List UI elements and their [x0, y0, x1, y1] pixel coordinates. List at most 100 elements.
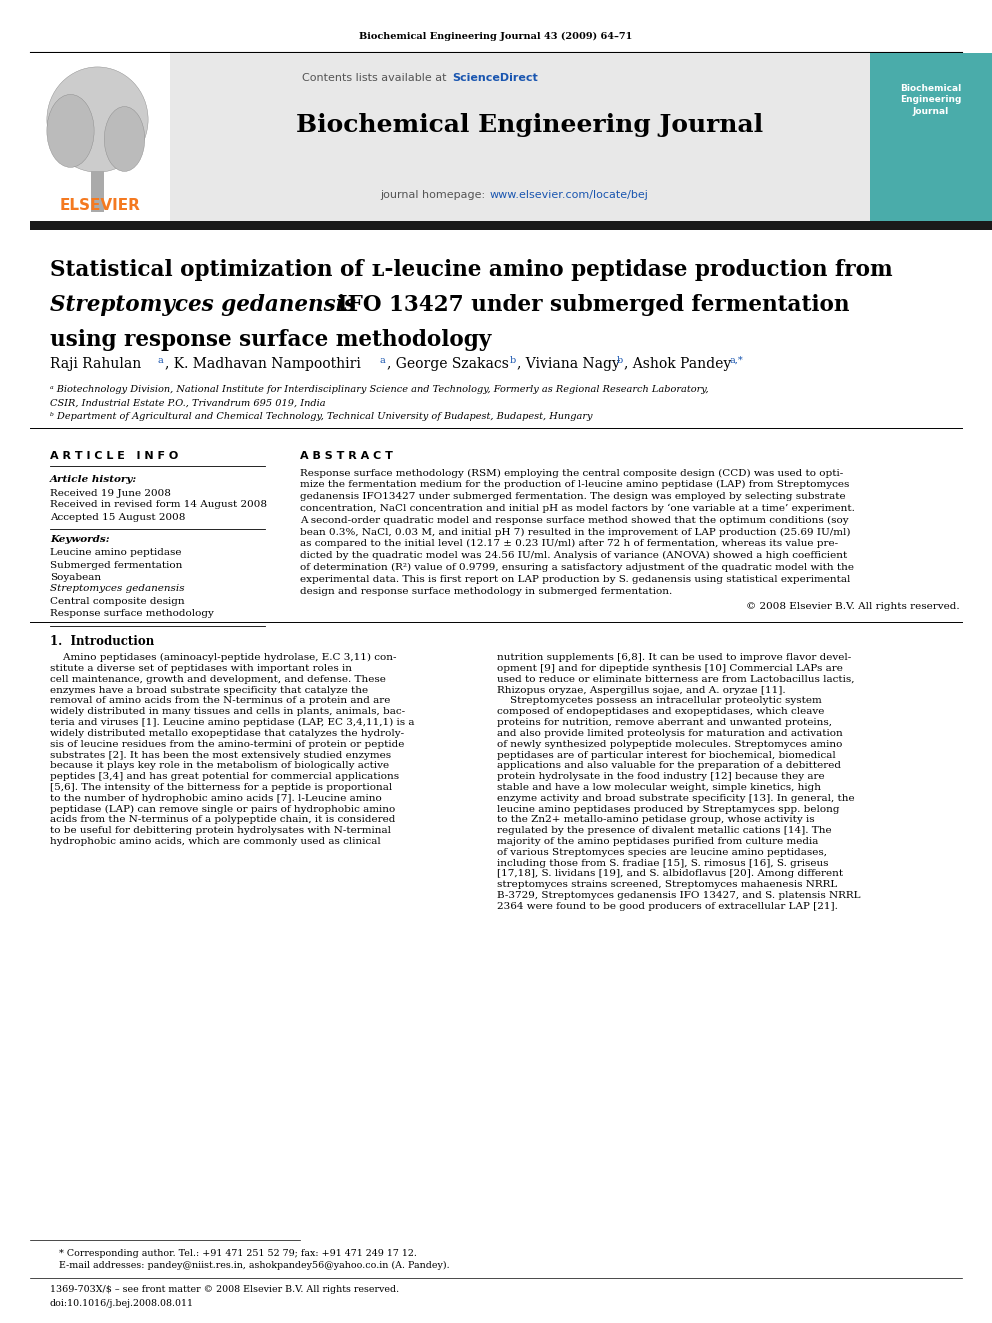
Text: Received in revised form 14 August 2008: Received in revised form 14 August 2008 — [50, 500, 267, 509]
Text: as compared to the initial level (12.17 ± 0.23 IU/ml) after 72 h of fermentation: as compared to the initial level (12.17 … — [300, 540, 838, 548]
Text: of determination (R²) value of 0.9799, ensuring a satisfactory adjustment of the: of determination (R²) value of 0.9799, e… — [300, 562, 854, 572]
Text: ELSEVIER: ELSEVIER — [60, 197, 141, 213]
Text: regulated by the presence of divalent metallic cations [14]. The: regulated by the presence of divalent me… — [497, 826, 831, 835]
Text: used to reduce or eliminate bitterness are from Lactobacillus lactis,: used to reduce or eliminate bitterness a… — [497, 675, 854, 684]
Text: Article history:: Article history: — [50, 475, 137, 484]
Text: enzyme activity and broad substrate specificity [13]. In general, the: enzyme activity and broad substrate spec… — [497, 794, 855, 803]
Text: substrates [2]. It has been the most extensively studied enzymes: substrates [2]. It has been the most ext… — [50, 750, 391, 759]
Text: B-3729, Streptomyces gedanensis IFO 13427, and S. platensis NRRL: B-3729, Streptomyces gedanensis IFO 1342… — [497, 890, 860, 900]
Text: because it plays key role in the metabolism of biologically active: because it plays key role in the metabol… — [50, 761, 389, 770]
Text: 1369-703X/$ – see front matter © 2008 Elsevier B.V. All rights reserved.: 1369-703X/$ – see front matter © 2008 El… — [50, 1286, 399, 1294]
Text: mize the fermentation medium for the production of l-leucine amino peptidase (LA: mize the fermentation medium for the pro… — [300, 480, 849, 490]
Text: nutrition supplements [6,8]. It can be used to improve flavor devel-: nutrition supplements [6,8]. It can be u… — [497, 654, 851, 663]
Text: 2364 were found to be good producers of extracellular LAP [21].: 2364 were found to be good producers of … — [497, 902, 838, 910]
Text: , Viviana Nagy: , Viviana Nagy — [517, 357, 620, 370]
Text: design and response surface methodology in submerged fermentation.: design and response surface methodology … — [300, 586, 673, 595]
Text: * Corresponding author. Tel.: +91 471 251 52 79; fax: +91 471 249 17 12.: * Corresponding author. Tel.: +91 471 25… — [50, 1249, 417, 1257]
Text: stable and have a low molecular weight, simple kinetics, high: stable and have a low molecular weight, … — [497, 783, 821, 792]
Text: peptides [3,4] and has great potential for commercial applications: peptides [3,4] and has great potential f… — [50, 773, 399, 781]
Text: gedanensis IFO13427 under submerged fermentation. The design was employed by sel: gedanensis IFO13427 under submerged ferm… — [300, 492, 845, 501]
Text: b: b — [617, 356, 623, 365]
Text: Leucine amino peptidase: Leucine amino peptidase — [50, 549, 182, 557]
Text: , George Szakacs: , George Szakacs — [387, 357, 509, 370]
Text: to be useful for debittering protein hydrolysates with N-terminal: to be useful for debittering protein hyd… — [50, 826, 391, 835]
Text: ᵃ Biotechnology Division, National Institute for Interdisciplinary Science and T: ᵃ Biotechnology Division, National Insti… — [50, 385, 708, 394]
Text: Streptomycetes possess an intracellular proteolytic system: Streptomycetes possess an intracellular … — [497, 696, 821, 705]
Text: Keywords:: Keywords: — [50, 536, 110, 545]
Text: 1.  Introduction: 1. Introduction — [50, 635, 154, 648]
Text: proteins for nutrition, remove aberrant and unwanted proteins,: proteins for nutrition, remove aberrant … — [497, 718, 832, 728]
Text: including those from S. fradiae [15], S. rimosus [16], S. griseus: including those from S. fradiae [15], S.… — [497, 859, 828, 868]
Text: cell maintenance, growth and development, and defense. These: cell maintenance, growth and development… — [50, 675, 386, 684]
Text: , K. Madhavan Nampoothiri: , K. Madhavan Nampoothiri — [165, 357, 361, 370]
Text: b: b — [510, 356, 516, 365]
Text: Soyabean: Soyabean — [50, 573, 101, 582]
Text: hydrophobic amino acids, which are commonly used as clinical: hydrophobic amino acids, which are commo… — [50, 837, 381, 845]
Text: applications and also valuable for the preparation of a debittered: applications and also valuable for the p… — [497, 761, 841, 770]
Text: of various Streptomyces species are leucine amino peptidases,: of various Streptomyces species are leuc… — [497, 848, 827, 857]
Text: acids from the N-terminus of a polypeptide chain, it is considered: acids from the N-terminus of a polypepti… — [50, 815, 396, 824]
Text: opment [9] and for dipeptide synthesis [10] Commercial LAPs are: opment [9] and for dipeptide synthesis [… — [497, 664, 843, 673]
Text: A R T I C L E   I N F O: A R T I C L E I N F O — [50, 451, 179, 460]
Text: streptomyces strains screened, Streptomyces mahaenesis NRRL: streptomyces strains screened, Streptomy… — [497, 880, 837, 889]
Text: Biochemical
Engineering
Journal: Biochemical Engineering Journal — [901, 83, 961, 116]
Text: Accepted 15 August 2008: Accepted 15 August 2008 — [50, 512, 186, 521]
Text: teria and viruses [1]. Leucine amino peptidase (LAP, EC 3,4,11,1) is a: teria and viruses [1]. Leucine amino pep… — [50, 718, 415, 728]
Text: removal of amino acids from the N-terminus of a protein and are: removal of amino acids from the N-termin… — [50, 696, 391, 705]
Text: enzymes have a broad substrate specificity that catalyze the: enzymes have a broad substrate specifici… — [50, 685, 368, 695]
Text: a,*: a,* — [730, 356, 744, 365]
Text: concentration, NaCl concentration and initial pH as model factors by ‘one variab: concentration, NaCl concentration and in… — [300, 504, 855, 513]
Text: sis of leucine residues from the amino-termini of protein or peptide: sis of leucine residues from the amino-t… — [50, 740, 405, 749]
Text: www.elsevier.com/locate/bej: www.elsevier.com/locate/bej — [490, 191, 649, 200]
Text: Response surface methodology (RSM) employing the central composite design (CCD) : Response surface methodology (RSM) emplo… — [300, 468, 843, 478]
Text: E-mail addresses: pandey@niist.res.in, ashokpandey56@yahoo.co.in (A. Pandey).: E-mail addresses: pandey@niist.res.in, a… — [50, 1261, 449, 1270]
Text: IFO 13427 under submerged fermentation: IFO 13427 under submerged fermentation — [330, 294, 849, 316]
Text: Biochemical Engineering Journal: Biochemical Engineering Journal — [297, 112, 764, 138]
Text: A B S T R A C T: A B S T R A C T — [300, 451, 393, 460]
Ellipse shape — [104, 107, 145, 172]
Text: Contents lists available at: Contents lists available at — [302, 73, 450, 83]
Text: Amino peptidases (aminoacyl-peptide hydrolase, E.C 3,11) con-: Amino peptidases (aminoacyl-peptide hydr… — [50, 654, 397, 663]
Text: Streptomyces gedanensis: Streptomyces gedanensis — [50, 585, 185, 594]
Text: protein hydrolysate in the food industry [12] because they are: protein hydrolysate in the food industry… — [497, 773, 824, 781]
Text: Raji Rahulan: Raji Rahulan — [50, 357, 141, 370]
Text: [17,18], S. lividans [19], and S. albidoflavus [20]. Among different: [17,18], S. lividans [19], and S. albido… — [497, 869, 843, 878]
Text: using response surface methodology: using response surface methodology — [50, 329, 491, 351]
Text: to the number of hydrophobic amino acids [7]. l-Leucine amino: to the number of hydrophobic amino acids… — [50, 794, 382, 803]
Text: [5,6]. The intensity of the bitterness for a peptide is proportional: [5,6]. The intensity of the bitterness f… — [50, 783, 392, 792]
Text: peptidases are of particular interest for biochemical, biomedical: peptidases are of particular interest fo… — [497, 750, 835, 759]
Text: ᵇ Department of Agricultural and Chemical Technology, Technical University of Bu: ᵇ Department of Agricultural and Chemica… — [50, 411, 592, 421]
Text: Central composite design: Central composite design — [50, 597, 185, 606]
Text: widely distributed in many tissues and cells in plants, animals, bac-: widely distributed in many tissues and c… — [50, 708, 405, 716]
Text: bean 0.3%, NaCl, 0.03 M, and initial pH 7) resulted in the improvement of LAP pr: bean 0.3%, NaCl, 0.03 M, and initial pH … — [300, 528, 850, 537]
Text: Response surface methodology: Response surface methodology — [50, 609, 214, 618]
Text: Streptomyces gedanensis: Streptomyces gedanensis — [50, 294, 356, 316]
Text: Biochemical Engineering Journal 43 (2009) 64–71: Biochemical Engineering Journal 43 (2009… — [359, 32, 633, 41]
Text: of newly synthesized polypeptide molecules. Streptomyces amino: of newly synthesized polypeptide molecul… — [497, 740, 842, 749]
Text: widely distributed metallo exopeptidase that catalyzes the hydroly-: widely distributed metallo exopeptidase … — [50, 729, 404, 738]
Text: a: a — [380, 356, 386, 365]
Ellipse shape — [47, 67, 148, 172]
Text: Submerged fermentation: Submerged fermentation — [50, 561, 183, 569]
Text: and also provide limited proteolysis for maturation and activation: and also provide limited proteolysis for… — [497, 729, 843, 738]
Text: A second-order quadratic model and response surface method showed that the optim: A second-order quadratic model and respo… — [300, 516, 848, 525]
Text: a: a — [158, 356, 164, 365]
Text: Statistical optimization of ʟ-leucine amino peptidase production from: Statistical optimization of ʟ-leucine am… — [50, 259, 893, 280]
Text: Rhizopus oryzae, Aspergillus sojae, and A. oryzae [11].: Rhizopus oryzae, Aspergillus sojae, and … — [497, 685, 786, 695]
Text: peptidase (LAP) can remove single or pairs of hydrophobic amino: peptidase (LAP) can remove single or pai… — [50, 804, 395, 814]
Bar — [90, 172, 104, 212]
Text: , Ashok Pandey: , Ashok Pandey — [624, 357, 731, 370]
Text: composed of endopeptidases and exopeptidases, which cleave: composed of endopeptidases and exopeptid… — [497, 708, 824, 716]
Text: doi:10.1016/j.bej.2008.08.011: doi:10.1016/j.bej.2008.08.011 — [50, 1298, 194, 1307]
Text: majority of the amino peptidases purified from culture media: majority of the amino peptidases purifie… — [497, 837, 818, 845]
Text: stitute a diverse set of peptidases with important roles in: stitute a diverse set of peptidases with… — [50, 664, 352, 673]
Text: Received 19 June 2008: Received 19 June 2008 — [50, 488, 171, 497]
Text: journal homepage:: journal homepage: — [380, 191, 489, 200]
Text: leucine amino peptidases produced by Streptamyces spp. belong: leucine amino peptidases produced by Str… — [497, 804, 839, 814]
Ellipse shape — [47, 94, 94, 167]
Text: experimental data. This is first report on LAP production by S. gedanensis using: experimental data. This is first report … — [300, 574, 850, 583]
Text: © 2008 Elsevier B.V. All rights reserved.: © 2008 Elsevier B.V. All rights reserved… — [746, 602, 960, 611]
Text: dicted by the quadratic model was 24.56 IU/ml. Analysis of variance (ANOVA) show: dicted by the quadratic model was 24.56 … — [300, 552, 847, 560]
Text: ScienceDirect: ScienceDirect — [452, 73, 538, 83]
Text: CSIR, Industrial Estate P.O., Trivandrum 695 019, India: CSIR, Industrial Estate P.O., Trivandrum… — [50, 398, 325, 407]
